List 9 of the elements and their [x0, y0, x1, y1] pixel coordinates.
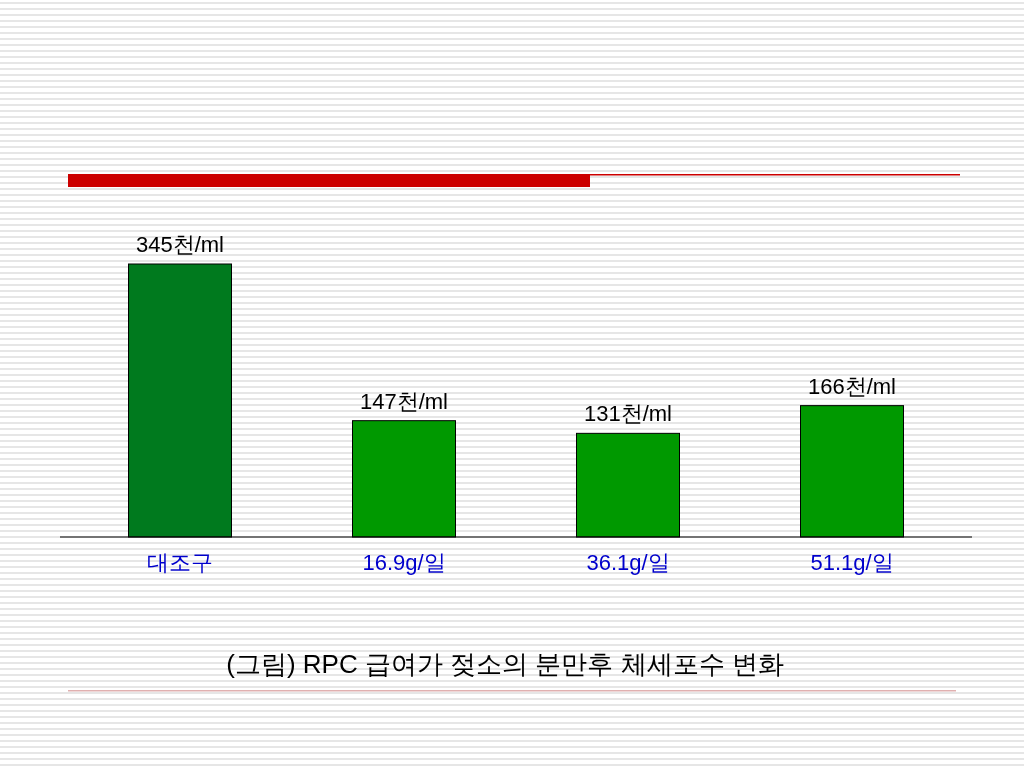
data-label: 147천/ml: [359, 388, 449, 414]
data-label: 131천/ml: [583, 401, 673, 427]
data-label: 345천/ml: [135, 232, 225, 257]
x-tick-label: 51.1g/일: [810, 550, 894, 575]
data-label: 166천/ml: [807, 373, 897, 399]
text: (그림) RPC 급여가 젖소의 분만후 체세포수 변화: [226, 649, 784, 679]
x-tick-label: 36.1g/일: [586, 550, 670, 575]
x-tick-label: 대조구: [147, 550, 213, 575]
x-tick-label: 16.9g/일: [362, 550, 446, 575]
